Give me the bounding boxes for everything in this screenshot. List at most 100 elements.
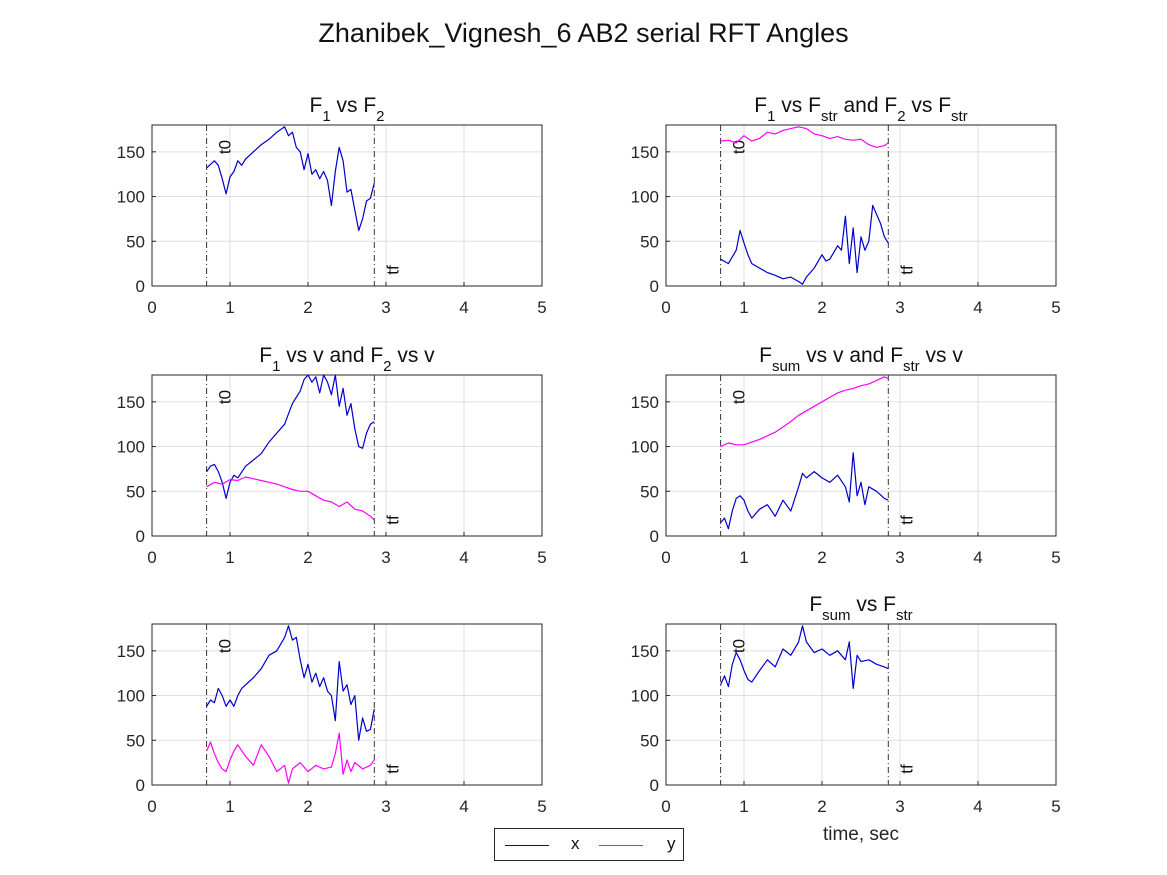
tick-label-x: 5 (1051, 548, 1060, 567)
series-line-1 (720, 625, 889, 689)
tick-label-x: 3 (381, 797, 390, 816)
series-line-1 (206, 374, 375, 499)
plot-area (152, 125, 542, 286)
marker-label-t0: t0 (216, 140, 235, 154)
series-line-2 (206, 476, 375, 521)
series-line-2 (720, 126, 889, 148)
tick-label-y: 0 (650, 277, 659, 296)
legend-label-y: y (667, 834, 676, 853)
tick-label-y: 0 (650, 776, 659, 795)
tick-label-y: 50 (640, 232, 659, 251)
marker-label-t0: t0 (216, 390, 235, 404)
tick-label-y: 100 (631, 438, 659, 457)
tick-label-y: 150 (631, 393, 659, 412)
series-line-1 (206, 126, 375, 232)
plot-area (666, 375, 1056, 536)
axes-title: F1 vs v and F2 vs v (259, 344, 435, 375)
axes-box (665, 374, 1057, 537)
tick-label-x: 2 (303, 548, 312, 567)
marker-label-t0: t0 (216, 639, 235, 653)
tick-label-y: 50 (126, 731, 145, 750)
tick-label-x: 4 (973, 298, 982, 317)
tick-label-y: 0 (136, 527, 145, 546)
tick-label-y: 150 (631, 642, 659, 661)
plot-area (666, 624, 1056, 785)
series-line-1 (720, 452, 889, 530)
marker-label-t0: t0 (730, 390, 749, 404)
tick-label-y: 0 (136, 776, 145, 795)
tick-label-y: 100 (117, 687, 145, 706)
marker-label-tf: tf (383, 515, 402, 525)
tick-label-x: 2 (303, 797, 312, 816)
tick-label-y: 100 (631, 188, 659, 207)
tick-label-x: 0 (147, 298, 156, 317)
axes-title: Fsum vs Fstr (809, 593, 912, 624)
tick-label-x: 4 (459, 797, 468, 816)
tick-label-x: 0 (661, 298, 670, 317)
tick-label-y: 50 (640, 731, 659, 750)
legend-line-y (599, 845, 643, 846)
tick-label-x: 5 (1051, 298, 1060, 317)
axes-title: Fsum vs v and Fstr vs v (759, 344, 963, 375)
series-line-2 (720, 376, 889, 448)
tick-label-x: 1 (225, 797, 234, 816)
tick-label-x: 3 (895, 298, 904, 317)
tick-label-x: 0 (147, 797, 156, 816)
series-line-1 (206, 625, 375, 741)
tick-label-x: 1 (739, 797, 748, 816)
tick-label-x: 2 (817, 298, 826, 317)
series-line-1 (720, 204, 889, 285)
tick-label-x: 4 (973, 797, 982, 816)
tick-label-x: 4 (973, 548, 982, 567)
tick-label-x: 1 (739, 548, 748, 567)
tick-label-x: 4 (459, 548, 468, 567)
tick-label-x: 0 (147, 548, 156, 567)
x-axis-label: time, sec (823, 824, 899, 845)
marker-label-tf: tf (897, 515, 916, 525)
marker-label-tf: tf (897, 764, 916, 774)
plot-area (152, 375, 542, 536)
tick-label-y: 100 (631, 687, 659, 706)
tick-label-x: 5 (537, 298, 546, 317)
tick-label-x: 1 (225, 298, 234, 317)
tick-label-y: 0 (136, 277, 145, 296)
series-line-2 (206, 732, 375, 784)
tick-label-y: 0 (650, 527, 659, 546)
axes-box (151, 124, 543, 287)
axes-box (151, 623, 543, 786)
figure-title: Zhanibek_Vignesh_6 AB2 serial RFT Angles (318, 18, 849, 48)
tick-label-x: 3 (895, 548, 904, 567)
tick-label-x: 5 (537, 548, 546, 567)
axes-title: F1 vs Fstr and F2 vs Fstr (754, 94, 967, 125)
axes-box (665, 623, 1057, 786)
tick-label-y: 150 (117, 642, 145, 661)
tick-label-x: 0 (661, 548, 670, 567)
tick-label-x: 2 (303, 298, 312, 317)
tick-label-y: 150 (631, 143, 659, 162)
axes-box (151, 374, 543, 537)
tick-label-x: 5 (537, 797, 546, 816)
tick-label-y: 50 (126, 482, 145, 501)
marker-label-t0: t0 (730, 140, 749, 154)
tick-label-x: 3 (381, 548, 390, 567)
legend-line-x (505, 845, 549, 846)
tick-label-y: 50 (640, 482, 659, 501)
axes-box (665, 124, 1057, 287)
axes-title: F1 vs F2 (309, 94, 384, 125)
marker-label-tf: tf (383, 265, 402, 275)
marker-label-t0: t0 (730, 639, 749, 653)
tick-label-x: 4 (459, 298, 468, 317)
tick-label-y: 100 (117, 188, 145, 207)
tick-label-y: 150 (117, 393, 145, 412)
tick-label-y: 50 (126, 232, 145, 251)
legend-label-x: x (571, 834, 580, 853)
marker-label-tf: tf (383, 764, 402, 774)
tick-label-x: 1 (739, 298, 748, 317)
tick-label-x: 2 (817, 797, 826, 816)
